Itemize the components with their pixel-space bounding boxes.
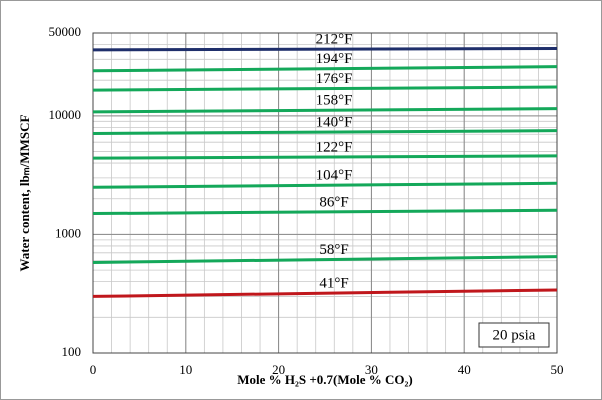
annotation-box <box>478 322 550 348</box>
plot-area <box>92 32 558 354</box>
y-tick-label: 1000 <box>55 225 81 240</box>
series-line <box>92 288 558 298</box>
x-tick-label: 40 <box>458 362 471 377</box>
series-line <box>92 107 558 114</box>
series-line <box>92 65 558 73</box>
series-label: 194°F <box>316 51 353 67</box>
series-line <box>92 85 558 92</box>
series-label: 41°F <box>319 276 348 292</box>
y-tick-label: 10000 <box>49 107 82 122</box>
y-tick-label: 100 <box>62 344 82 359</box>
x-tick-label: 50 <box>551 362 564 377</box>
series-label: 86°F <box>319 194 348 210</box>
series-label: 58°F <box>319 242 348 258</box>
series-label: 176°F <box>316 71 353 87</box>
series-line <box>92 181 558 189</box>
x-tick-label: 20 <box>272 362 285 377</box>
series-line <box>92 154 558 160</box>
x-tick-label: 30 <box>365 362 378 377</box>
x-axis-label: Mole % H₂S +0.7(Mole % CO₂) <box>237 372 413 387</box>
x-tick-label: 0 <box>90 362 97 377</box>
y-tick-label: 50000 <box>49 24 82 39</box>
series-label: 212°F <box>316 32 353 48</box>
series-line <box>92 208 558 216</box>
y-axis-label: Water content, lbₘ/MMSCF <box>17 114 32 271</box>
series-label: 158°F <box>316 93 353 109</box>
series-label: 140°F <box>316 115 353 131</box>
series-label: 104°F <box>316 168 353 184</box>
x-tick-label: 10 <box>179 362 192 377</box>
series-line <box>92 47 558 52</box>
series-label: 122°F <box>316 139 353 155</box>
series-line <box>92 255 558 264</box>
annotation: 20 psia <box>493 327 536 343</box>
series-line <box>92 129 558 136</box>
